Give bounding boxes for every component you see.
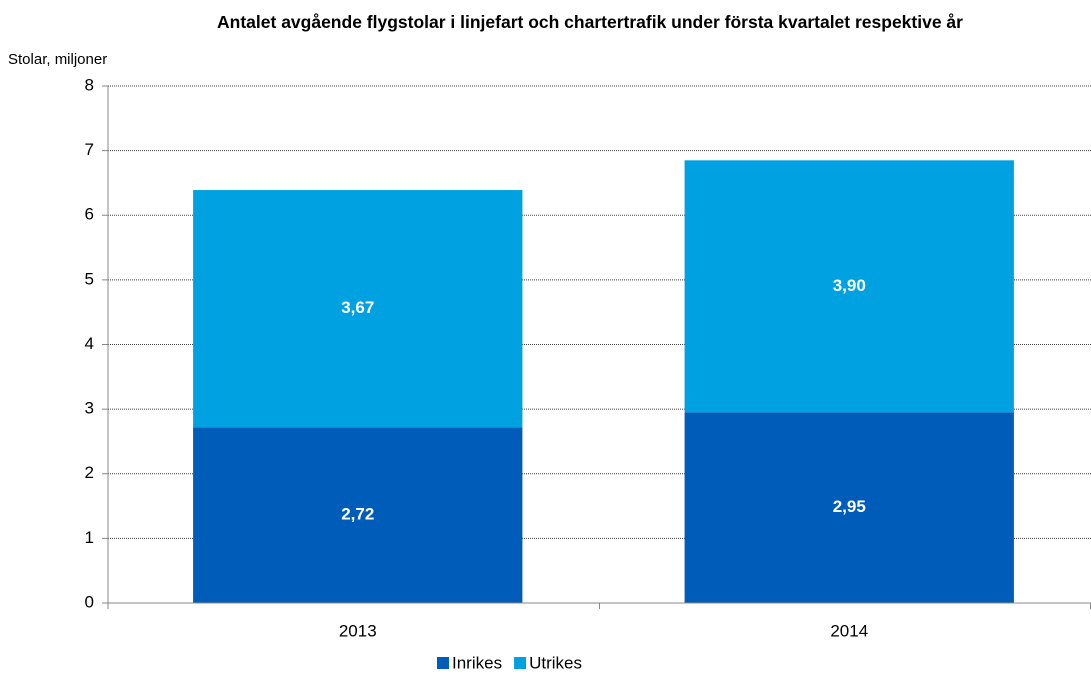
x-tick-label: 2013 bbox=[339, 621, 377, 640]
bar-segment bbox=[193, 190, 523, 428]
bar-segment bbox=[193, 427, 523, 603]
data-label: 3,67 bbox=[341, 298, 374, 317]
legend-label: Utrikes bbox=[529, 653, 582, 672]
data-label: 2,95 bbox=[833, 497, 866, 516]
legend-swatch bbox=[514, 657, 527, 669]
bar-segment bbox=[684, 160, 1014, 413]
bar-segment bbox=[684, 412, 1014, 603]
data-label: 2,72 bbox=[341, 505, 374, 524]
y-tick-label: 8 bbox=[85, 75, 94, 94]
y-tick-label: 0 bbox=[85, 592, 94, 611]
chart-title: Antalet avgående flygstolar i linjefart … bbox=[217, 12, 963, 32]
legend-label: Inrikes bbox=[452, 653, 502, 672]
y-tick-label: 7 bbox=[85, 140, 94, 159]
y-tick-label: 1 bbox=[85, 528, 94, 547]
y-tick-label: 2 bbox=[85, 463, 94, 482]
y-tick-label: 6 bbox=[85, 205, 94, 224]
y-tick-label: 3 bbox=[85, 399, 94, 418]
data-label: 3,90 bbox=[833, 276, 866, 295]
y-axis-label: Stolar, miljoner bbox=[8, 51, 107, 68]
x-tick-label: 2014 bbox=[830, 621, 868, 640]
y-tick-label: 4 bbox=[85, 334, 94, 353]
legend-swatch bbox=[437, 657, 449, 669]
y-tick-label: 5 bbox=[85, 269, 94, 288]
